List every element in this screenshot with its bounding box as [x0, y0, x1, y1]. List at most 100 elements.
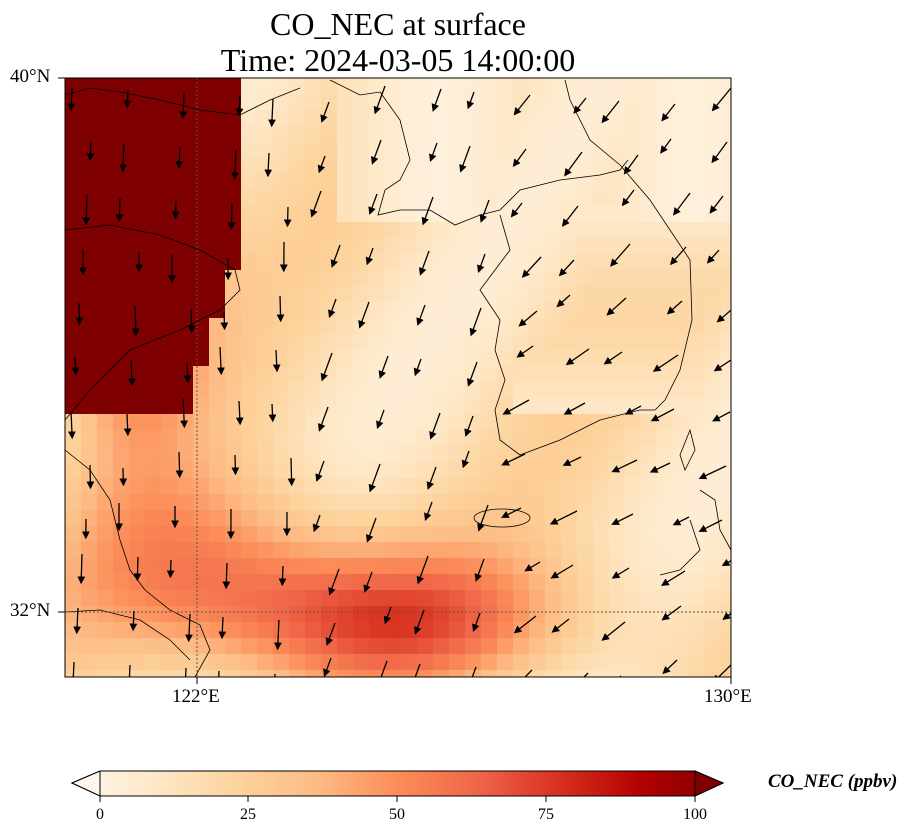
field-cell	[433, 606, 450, 623]
field-cell	[369, 286, 386, 303]
field-cell	[81, 206, 98, 223]
field-cell	[369, 78, 386, 95]
field-cell	[689, 590, 706, 607]
field-cell	[129, 590, 146, 607]
field-cell	[209, 638, 226, 655]
wind-arrow	[370, 139, 382, 165]
wind-arrow	[378, 355, 389, 379]
field-cell	[161, 478, 178, 495]
field-cell	[481, 446, 498, 463]
field-cell	[593, 94, 610, 111]
field-cell	[65, 366, 82, 383]
field-cell	[161, 654, 178, 671]
field-cell	[497, 366, 514, 383]
wind-arrow	[217, 346, 225, 376]
field-cell	[97, 222, 114, 239]
field-cell	[65, 622, 82, 639]
field-cell	[161, 638, 178, 655]
field-cell	[145, 654, 162, 671]
field-cell	[289, 238, 306, 255]
field-cell	[609, 238, 626, 255]
field-cell	[561, 366, 578, 383]
field-cell	[401, 302, 418, 319]
field-cell	[209, 222, 226, 239]
field-cell	[657, 190, 674, 207]
field-cell	[145, 78, 162, 95]
field-cell	[433, 78, 450, 95]
field-cell	[721, 510, 731, 527]
field-cell	[513, 142, 530, 159]
field-cell	[433, 590, 450, 607]
field-cell	[609, 430, 626, 447]
field-cell	[577, 414, 594, 431]
field-cell	[449, 94, 466, 111]
field-cell	[593, 526, 610, 543]
field-cell	[161, 270, 178, 287]
field-cell	[353, 238, 370, 255]
field-cell	[401, 574, 418, 591]
field-cell	[481, 126, 498, 143]
field-cell	[449, 558, 466, 575]
field-cell	[529, 334, 546, 351]
map-subtitle: Time: 2024-03-05 14:00:00	[220, 42, 576, 78]
field-cell	[497, 94, 514, 111]
field-cell	[513, 190, 530, 207]
field-cell	[145, 430, 162, 447]
yangtze-estuary	[65, 609, 191, 661]
field-cell	[289, 206, 306, 223]
field-cell	[97, 430, 114, 447]
field-cell	[417, 222, 434, 239]
field-cell	[705, 174, 722, 191]
field-cell	[497, 382, 514, 399]
field-cell	[529, 350, 546, 367]
field-cell	[545, 510, 562, 527]
field-cell	[145, 318, 162, 335]
wind-arrow	[383, 606, 392, 625]
field-cell	[273, 558, 290, 575]
field-cell	[417, 558, 434, 575]
wind-arrow	[380, 660, 388, 677]
wind-arrow	[562, 456, 582, 466]
field-cell	[417, 542, 434, 559]
wind-arrow	[358, 301, 370, 329]
field-cell	[305, 238, 322, 255]
field-cell	[65, 382, 82, 399]
field-cell	[561, 670, 578, 677]
wind-arrow	[709, 195, 724, 214]
wind-arrow	[716, 309, 731, 323]
wind-arrow	[421, 196, 434, 226]
field-cell	[305, 286, 322, 303]
field-cell	[81, 302, 98, 319]
field-cell	[561, 446, 578, 463]
field-cell	[721, 398, 731, 415]
field-cell	[257, 398, 274, 415]
field-cell	[577, 78, 594, 95]
field-cell	[129, 622, 146, 639]
field-cell	[161, 590, 178, 607]
field-cell	[609, 574, 626, 591]
field-cell	[81, 606, 98, 623]
field-cell	[225, 558, 242, 575]
field-cell	[721, 142, 731, 159]
field-cell	[241, 78, 258, 95]
field-cell	[145, 94, 162, 111]
field-cell	[561, 478, 578, 495]
field-cell	[145, 606, 162, 623]
wind-arrow	[565, 348, 590, 366]
field-cell	[641, 366, 658, 383]
field-cell	[465, 654, 482, 671]
field-cell	[193, 286, 210, 303]
field-cell	[369, 126, 386, 143]
field-cell	[657, 462, 674, 479]
field-cell	[465, 590, 482, 607]
field-cell	[561, 494, 578, 511]
field-cell	[481, 638, 498, 655]
field-cell	[369, 270, 386, 287]
field-cell	[305, 430, 322, 447]
field-cell	[209, 398, 226, 415]
field-cell	[481, 670, 498, 677]
field-cell	[273, 158, 290, 175]
field-cell	[193, 478, 210, 495]
field-cell	[481, 606, 498, 623]
field-cell	[689, 606, 706, 623]
